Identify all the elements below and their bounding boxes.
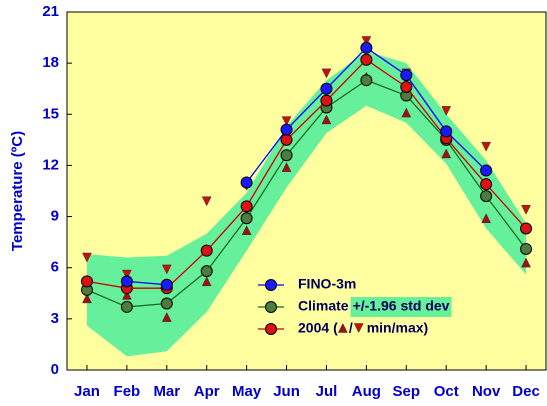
series-marker bbox=[480, 164, 493, 177]
x-tick-label: May bbox=[232, 383, 262, 400]
legend-label: +/-1.96 std dev bbox=[353, 298, 450, 314]
series-marker bbox=[400, 69, 413, 82]
legend-label: / bbox=[349, 320, 353, 336]
series-marker bbox=[360, 53, 373, 66]
min-marker bbox=[401, 107, 412, 118]
x-tick-label: Aug bbox=[352, 383, 381, 400]
legend-marker bbox=[265, 323, 277, 335]
y-tick-label: 21 bbox=[42, 3, 59, 20]
legend-marker bbox=[265, 301, 277, 313]
max-marker bbox=[281, 116, 292, 127]
min-marker bbox=[481, 213, 492, 224]
min-marker bbox=[161, 312, 172, 322]
legend-label: FINO-3m bbox=[298, 276, 356, 292]
x-tick-label: Apr bbox=[194, 383, 220, 400]
min-marker bbox=[201, 276, 212, 287]
series-marker bbox=[360, 41, 373, 54]
y-tick-label: 3 bbox=[51, 310, 59, 327]
x-tick-label: Dec bbox=[512, 383, 540, 400]
series-marker bbox=[480, 190, 493, 203]
min-marker bbox=[521, 257, 531, 268]
series-marker bbox=[440, 125, 453, 138]
legend-marker bbox=[265, 279, 277, 291]
x-tick-label: Jul bbox=[316, 383, 338, 400]
series-marker bbox=[200, 265, 213, 278]
y-tick-label: 15 bbox=[42, 105, 59, 122]
max-marker bbox=[82, 252, 92, 263]
min-marker bbox=[281, 162, 292, 172]
series-marker bbox=[520, 242, 533, 255]
x-tick-label: Mar bbox=[153, 383, 180, 400]
series-marker bbox=[240, 212, 253, 225]
series-marker bbox=[480, 178, 493, 191]
series-marker bbox=[240, 176, 253, 189]
y-tick-label: 6 bbox=[51, 259, 59, 276]
series-marker bbox=[280, 123, 293, 136]
std-band bbox=[86, 51, 527, 357]
series-line bbox=[86, 58, 527, 289]
x-tick-label: Feb bbox=[114, 383, 141, 400]
series-marker bbox=[200, 244, 213, 257]
series-marker bbox=[400, 81, 413, 94]
series-line bbox=[86, 79, 527, 308]
min-marker bbox=[321, 114, 332, 125]
legend-label: min/max) bbox=[367, 320, 428, 336]
series-marker bbox=[160, 297, 173, 310]
legend-max-marker bbox=[353, 323, 364, 334]
series-marker bbox=[240, 200, 253, 213]
x-tick-label: Sep bbox=[393, 383, 421, 400]
y-tick-label: 18 bbox=[42, 54, 59, 71]
legend-label: 2004 bbox=[298, 320, 329, 336]
plot-frame bbox=[66, 11, 547, 371]
legend-label: ( bbox=[333, 320, 338, 336]
series-marker bbox=[520, 222, 533, 235]
y-axis-label: Temperature (ºC) bbox=[9, 131, 26, 251]
series-marker bbox=[280, 149, 293, 162]
max-marker bbox=[441, 106, 452, 116]
max-marker bbox=[161, 264, 172, 275]
series-marker bbox=[320, 82, 333, 95]
series-marker bbox=[80, 275, 93, 288]
y-tick-label: 9 bbox=[51, 208, 59, 225]
min-marker bbox=[441, 148, 452, 159]
series-marker bbox=[320, 94, 333, 107]
y-tick-label: 12 bbox=[42, 156, 59, 173]
series-marker bbox=[280, 133, 293, 146]
max-marker bbox=[361, 36, 372, 47]
x-tick-label: Jan bbox=[74, 383, 100, 400]
min-marker bbox=[82, 293, 92, 304]
max-marker bbox=[201, 196, 212, 207]
series-marker bbox=[120, 275, 133, 288]
max-marker bbox=[321, 68, 332, 79]
legend-band-swatch bbox=[350, 297, 452, 317]
x-tick-label: Nov bbox=[472, 383, 501, 400]
series-marker bbox=[160, 278, 173, 291]
min-marker bbox=[241, 225, 252, 235]
max-marker bbox=[481, 141, 492, 152]
min-marker bbox=[121, 289, 132, 300]
y-tick-label: 0 bbox=[51, 361, 59, 378]
series-marker bbox=[360, 74, 373, 87]
series-marker bbox=[120, 300, 133, 313]
legend-min-marker bbox=[337, 322, 348, 333]
max-marker bbox=[121, 269, 132, 280]
max-marker bbox=[521, 205, 531, 215]
x-tick-label: Jun bbox=[273, 383, 300, 400]
x-tick-label: Oct bbox=[434, 383, 459, 400]
legend-label: Climate bbox=[298, 298, 349, 314]
